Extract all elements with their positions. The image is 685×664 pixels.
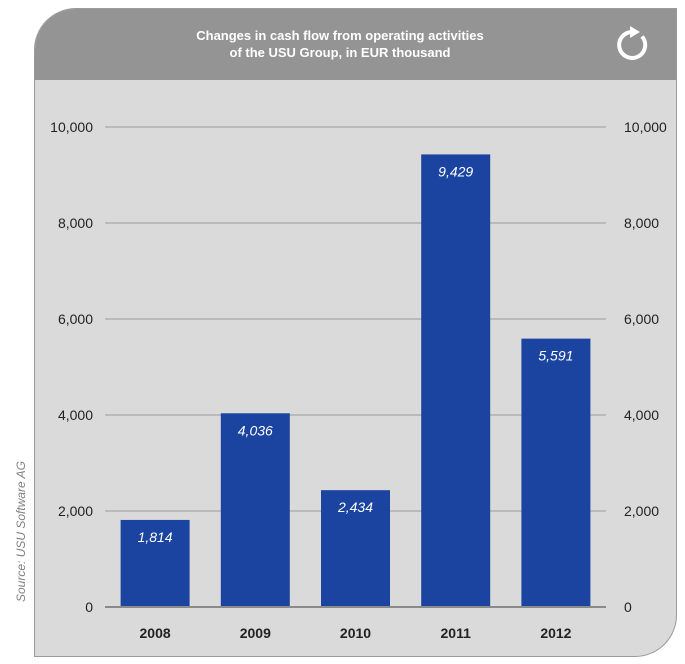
chart-header: Changes in cash flow from operating acti… (35, 9, 676, 80)
bar (220, 413, 290, 607)
chart-title-line-1: Changes in cash flow from operating acti… (196, 28, 484, 43)
bar (421, 154, 491, 607)
chart-title-line-2: of the USU Group, in EUR thousand (229, 45, 451, 60)
refresh-icon[interactable] (610, 23, 654, 67)
x-tick-label: 2012 (540, 625, 571, 641)
y-tick-label-left: 2,000 (58, 503, 93, 519)
y-tick-label-right: 2,000 (624, 503, 659, 519)
y-tick-label-right: 8,000 (624, 215, 659, 231)
data-label: 1,814 (138, 529, 173, 545)
data-label: 2,434 (337, 499, 373, 515)
y-tick-label-left: 10,000 (50, 119, 93, 135)
y-tick-label-right: 6,000 (624, 311, 659, 327)
x-tick-label: 2010 (340, 625, 371, 641)
x-tick-label: 2011 (441, 625, 472, 641)
y-tick-label-left: 6,000 (58, 311, 93, 327)
data-label: 5,591 (538, 348, 573, 364)
y-tick-label-left: 4,000 (58, 407, 93, 423)
y-tick-label-left: 0 (85, 599, 93, 615)
bar (521, 338, 591, 607)
data-label: 4,036 (238, 422, 273, 438)
y-tick-label-right: 0 (624, 599, 632, 615)
x-tick-label: 2008 (140, 625, 171, 641)
bar (321, 490, 390, 607)
chart-title: Changes in cash flow from operating acti… (130, 27, 550, 61)
bar (120, 519, 190, 607)
y-tick-label-right: 10,000 (624, 119, 667, 135)
data-label: 9,429 (438, 163, 473, 179)
x-tick-label: 2009 (240, 625, 271, 641)
y-tick-label-right: 4,000 (624, 407, 659, 423)
y-tick-label-left: 8,000 (58, 215, 93, 231)
